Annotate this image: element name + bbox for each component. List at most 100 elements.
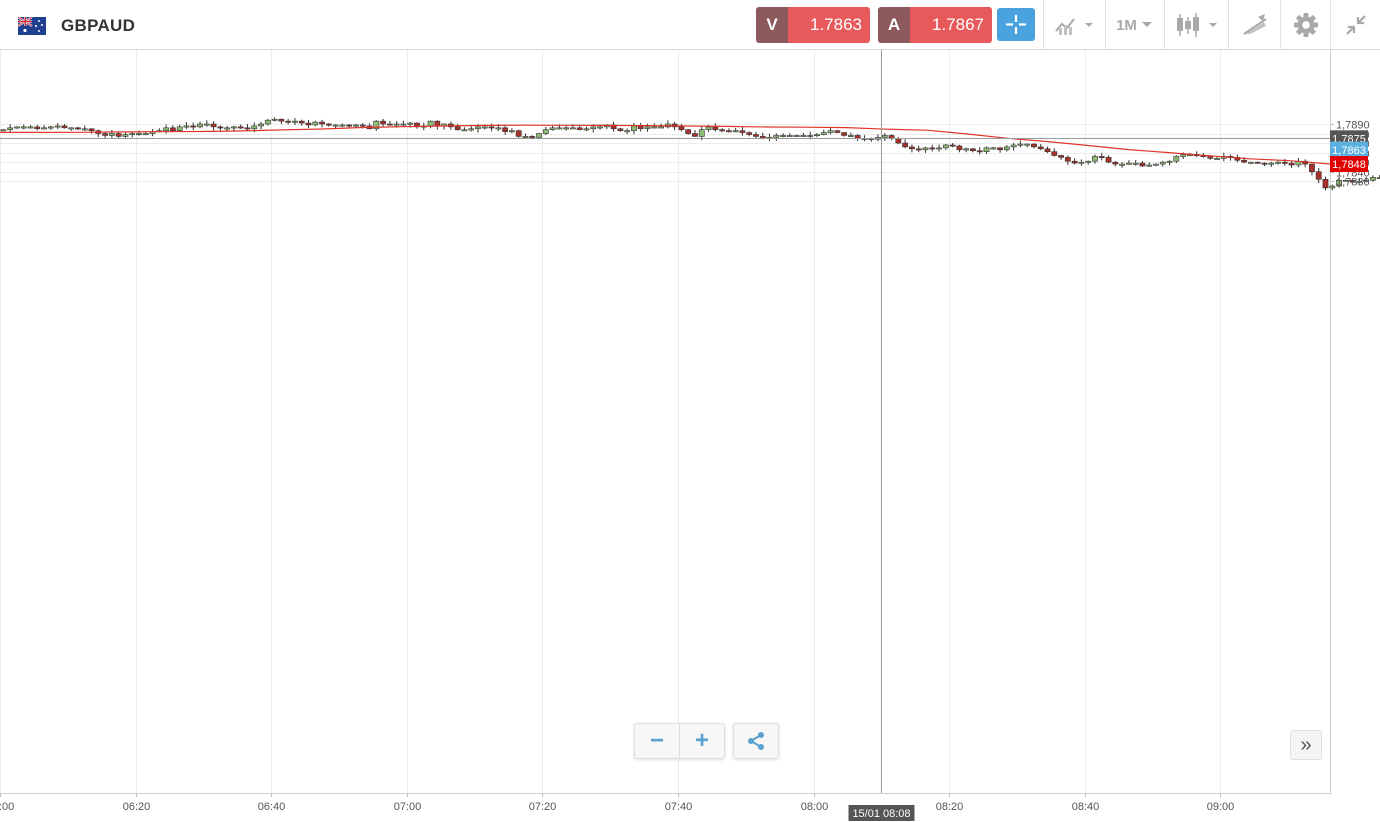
candle-up [264,119,271,125]
candle-up [427,120,434,127]
candle-down [210,123,217,128]
candle-down [1241,159,1248,163]
candle-down [753,134,759,137]
price-chart[interactable]: 1,78301,78401,78501,78601,78701,78801,78… [0,50,1380,822]
candle-up [942,144,949,149]
zoom-out-button[interactable]: − [635,724,680,758]
candle-up [1092,156,1098,162]
candle-down [834,130,841,133]
candle-up [847,135,854,137]
candle-up [922,147,929,151]
candle-up [1010,144,1017,148]
candle-up [373,120,380,130]
candle-up [780,135,786,137]
candle-up [705,126,712,131]
candle-up [1166,160,1173,163]
candle-down [1139,162,1146,167]
crosshair-button[interactable] [997,8,1035,41]
candle-up [881,135,888,138]
candle-up [0,129,7,132]
candle-up [807,135,814,137]
buy-quote-button[interactable]: A 1.7867 [878,7,992,43]
drawing-tools-button[interactable] [1228,0,1280,50]
candle-up [129,133,136,136]
candle-down [1112,161,1119,165]
candle-down [1037,146,1044,150]
sell-label: V [756,7,788,43]
candle-up [7,127,14,131]
candle-up [332,124,339,127]
crosshair-icon [1006,15,1026,34]
candle-up [251,125,258,130]
share-button[interactable] [733,723,779,759]
candle-down [1058,155,1064,158]
candle-down [719,129,725,132]
candle-down [1254,161,1261,164]
compare-button[interactable] [1043,0,1105,50]
buy-price: 1.7867 [910,7,992,43]
collapse-button[interactable] [1330,0,1380,50]
x-tick-label: 07:00 [394,801,422,813]
candle-up [1159,161,1166,165]
timeframe-select[interactable]: 1M [1105,0,1164,50]
candle-down [61,125,68,129]
candle-up [258,123,264,127]
chart-type-select[interactable] [1164,0,1228,50]
candle-down [298,120,305,124]
candle-down [678,126,685,131]
candle-up [1119,163,1125,166]
candle-up [963,148,970,151]
sell-quote-button[interactable]: V 1.7863 [756,7,870,43]
scroll-to-latest-button[interactable]: » [1290,730,1322,760]
candle-down [34,126,41,130]
candle-up [990,147,997,150]
candle-up [203,123,210,126]
candle-down [637,125,644,130]
candlestick-type-icon [1176,13,1217,37]
settings-button[interactable] [1280,0,1330,50]
x-tick-label: 08:20 [936,801,964,813]
candle-down [1044,148,1051,152]
candle-down [346,124,353,127]
candle-up [549,127,556,131]
chevron-down-icon [1084,23,1093,27]
price-tag-label: 1,7863 [1332,145,1366,157]
x-tick-label: 06:00 [0,801,14,813]
candle-up [820,132,827,135]
candle-down [529,136,536,138]
candle-down [488,126,495,129]
candle-up [475,126,481,130]
candle-down [1105,157,1112,163]
candle-up [292,120,298,123]
candle-down [746,132,753,135]
candle-down [909,146,915,150]
candle-up [231,126,237,129]
candle-up [1125,162,1132,165]
symbol-title: GBPAUD [61,16,136,35]
candle-up [827,130,834,133]
candle-up [1146,164,1153,167]
candle-down [854,135,861,139]
zoom-in-button[interactable]: + [694,727,709,754]
candle-down [1098,156,1105,158]
candle-up [542,129,549,134]
candle-up [197,123,203,128]
candle-up [631,125,637,131]
candle-up [176,126,183,131]
price-tag-bg [1330,141,1368,158]
candle-down [970,148,976,152]
candle-up [400,123,407,126]
candle-down [1281,161,1288,164]
candle-up [122,134,129,137]
zoom-controls: − + [634,723,725,759]
candle-down [1349,179,1356,183]
candle-up [1024,143,1031,146]
chart-toolbar: GBPAUD V 1.7863 A 1.7867 1M [0,0,1380,50]
candle-up [468,128,475,131]
candle-up [793,135,800,137]
candle-down [1071,160,1078,164]
candle-up [339,124,346,127]
compare-icon [1054,18,1093,35]
candle-up [536,133,542,138]
